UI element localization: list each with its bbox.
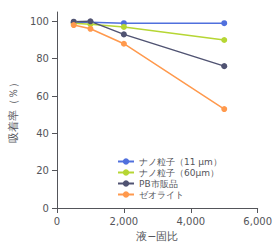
svg-text:40: 40: [36, 128, 49, 139]
svg-text:20: 20: [36, 165, 49, 176]
svg-text:ナノ粒子（60μm）: ナノ粒子（60μm）: [139, 168, 219, 178]
svg-text:2,000: 2,000: [110, 216, 139, 227]
svg-text:80: 80: [36, 53, 49, 64]
svg-text:100: 100: [30, 16, 49, 27]
svg-text:PB市販品: PB市販品: [139, 179, 178, 189]
svg-text:4,000: 4,000: [176, 216, 205, 227]
svg-text:ナノ粒子（11 μm）: ナノ粒子（11 μm）: [139, 157, 222, 167]
svg-text:60: 60: [36, 91, 49, 102]
svg-text:吸着率（％）: 吸着率（％）: [7, 77, 20, 143]
svg-text:0: 0: [54, 216, 60, 227]
svg-text:6,000: 6,000: [243, 216, 272, 227]
svg-text:ゼオライト: ゼオライト: [139, 190, 184, 200]
svg-text:液−固比: 液−固比: [136, 230, 178, 243]
svg-text:0: 0: [43, 203, 49, 214]
